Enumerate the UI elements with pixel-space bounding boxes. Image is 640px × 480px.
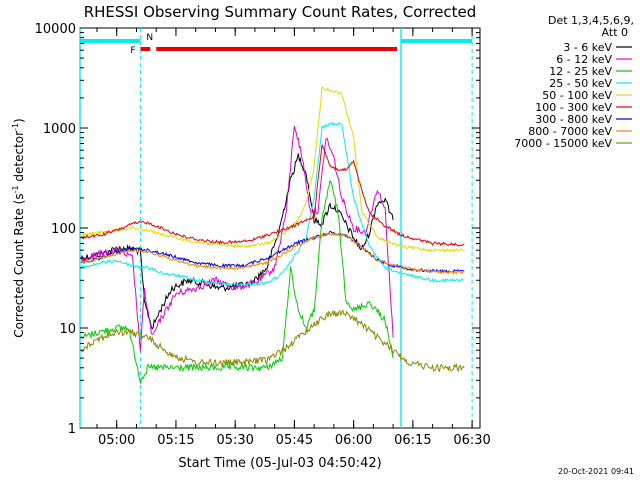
flags-layer: FN [79, 28, 473, 428]
x-tick-label: 05:30 [216, 433, 253, 448]
x-tick-label: 06:15 [394, 433, 431, 448]
y-axis-label-exp1: -1 [11, 185, 20, 193]
series-line-7 [80, 232, 465, 276]
series-line-4 [80, 85, 465, 253]
series-line-5 [80, 144, 465, 247]
y-tick-label: 1 [68, 422, 76, 437]
legend-header-1: Det 1,3,4,5,6,9, [548, 14, 634, 27]
x-axis-label: Start Time (05-Jul-03 04:50:42) [178, 456, 381, 471]
ticks-layer: 05:00 05:15 05:30 05:45 06:00 06:15 06:30 1 10 10… [35, 22, 491, 448]
y-axis-label-main: Corrected Count Rate (s [12, 193, 26, 337]
legend-label-1: 6 - 12 keV [556, 53, 612, 66]
series-line-3 [80, 121, 465, 287]
y-tick-label: 100 [51, 222, 76, 237]
legend-label-0: 3 - 6 keV [563, 41, 612, 54]
y-tick-label: 1000 [43, 122, 76, 137]
x-tick-label: 05:00 [98, 433, 135, 448]
x-tick-label: 05:15 [157, 433, 194, 448]
flare-flag-label: F [130, 46, 135, 56]
x-tick-label: 05:45 [276, 433, 313, 448]
y-axis-label: Corrected Count Rate (s-1 detector-1) [11, 118, 26, 337]
y-axis-label-mid: detector [12, 131, 26, 186]
series-line-2 [80, 179, 394, 385]
y-tick-label: 10000 [35, 22, 76, 37]
x-tick-label: 06:30 [453, 433, 490, 448]
legend-label-4: 50 - 100 keV [542, 89, 612, 102]
y-axis-label-close: ) [12, 118, 26, 123]
legend-header-2: Att 0 [602, 26, 628, 39]
y-tick-label: 10 [59, 322, 76, 337]
night-flag-label: N [146, 33, 153, 43]
legend-label-6: 300 - 800 keV [535, 113, 612, 126]
x-tick-label: 06:00 [335, 433, 372, 448]
legend-label-2: 12 - 25 keV [549, 65, 612, 78]
series-layer [80, 85, 465, 385]
series-line-8 [80, 308, 465, 373]
timestamp: 20-Oct-2021 09:41 [558, 467, 634, 476]
chart-title: RHESSI Observing Summary Count Rates, Co… [84, 3, 477, 21]
series-line-1 [80, 125, 394, 352]
legend-label-5: 100 - 300 keV [535, 101, 612, 114]
legend-label-7: 800 - 7000 keV [528, 125, 612, 138]
legend-label-8: 7000 - 15000 keV [514, 137, 612, 150]
y-axis-label-exp2: -1 [11, 123, 20, 131]
legend-label-3: 25 - 50 keV [549, 77, 612, 90]
